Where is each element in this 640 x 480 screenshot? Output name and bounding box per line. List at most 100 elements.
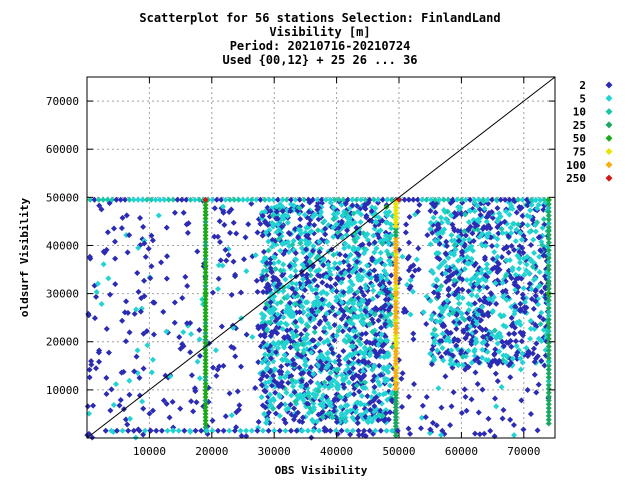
data-point	[163, 224, 170, 231]
data-point	[148, 369, 155, 376]
data-point	[124, 421, 131, 428]
data-point	[141, 277, 148, 284]
data-point	[399, 403, 406, 410]
data-point	[104, 229, 111, 236]
data-point	[369, 377, 376, 384]
data-point	[202, 276, 209, 283]
data-point	[509, 355, 516, 362]
data-point	[545, 401, 552, 408]
data-point	[176, 334, 183, 341]
legend-label: 50	[573, 132, 586, 145]
x-tick-label: 10000	[133, 445, 166, 458]
data-point	[392, 379, 399, 386]
data-point	[363, 212, 370, 219]
data-point	[485, 212, 492, 219]
data-point	[323, 290, 330, 297]
data-point	[434, 230, 441, 237]
data-point	[117, 397, 124, 404]
data-point	[392, 344, 399, 351]
data-point	[407, 311, 414, 318]
data-point	[478, 266, 485, 273]
data-point	[141, 293, 148, 300]
data-point	[103, 391, 110, 398]
data-point	[318, 366, 325, 373]
data-point	[382, 296, 389, 303]
data-point	[436, 240, 443, 247]
data-point	[316, 249, 323, 256]
data-point	[279, 383, 286, 390]
data-point	[240, 196, 246, 203]
data-point	[310, 406, 317, 413]
data-point	[352, 333, 359, 340]
data-point	[321, 383, 328, 390]
data-point	[350, 247, 357, 254]
data-point	[487, 234, 494, 241]
data-point	[545, 278, 552, 285]
data-point	[445, 334, 452, 341]
data-point	[446, 267, 453, 274]
data-point	[392, 370, 399, 377]
data-point	[459, 286, 466, 293]
data-point	[141, 240, 148, 247]
data-point	[93, 365, 100, 372]
data-point	[150, 331, 157, 338]
data-point	[463, 277, 470, 284]
data-point	[353, 202, 360, 209]
legend-label: 10	[573, 106, 586, 119]
data-point	[377, 336, 384, 343]
data-point	[392, 269, 399, 276]
data-point	[486, 269, 493, 276]
data-point	[350, 305, 357, 312]
data-point	[545, 224, 552, 231]
data-point	[379, 412, 386, 419]
data-point	[331, 196, 338, 203]
data-point	[275, 288, 282, 295]
data-point	[433, 422, 440, 429]
data-point	[460, 328, 467, 335]
data-point	[445, 286, 452, 293]
data-point	[392, 385, 399, 392]
data-point	[110, 401, 117, 408]
data-point	[297, 316, 304, 323]
data-point	[202, 350, 209, 357]
data-point	[392, 207, 399, 214]
data-point	[336, 323, 343, 330]
data-point	[460, 236, 467, 243]
data-point	[257, 196, 264, 203]
data-point	[357, 230, 364, 237]
data-point	[202, 397, 209, 404]
data-point	[392, 204, 399, 211]
data-point	[534, 205, 541, 212]
data-point	[431, 340, 438, 347]
data-point	[267, 208, 274, 215]
data-point	[486, 300, 493, 307]
data-point	[279, 214, 286, 221]
data-point	[344, 196, 351, 203]
data-point	[368, 418, 375, 425]
data-point	[378, 324, 385, 331]
data-point	[100, 196, 107, 203]
data-point	[492, 280, 499, 287]
data-point	[150, 299, 157, 306]
data-point	[299, 414, 306, 421]
data-point	[499, 279, 506, 286]
data-point	[261, 322, 268, 329]
data-point	[214, 233, 221, 240]
data-point	[270, 395, 277, 402]
data-point	[136, 427, 143, 434]
data-point	[309, 247, 316, 254]
data-point	[336, 196, 343, 203]
data-point	[526, 270, 533, 277]
legend-marker	[605, 108, 613, 116]
data-point	[360, 350, 367, 357]
data-point	[271, 327, 278, 334]
data-point	[500, 406, 507, 413]
data-point	[126, 329, 133, 336]
data-point	[374, 352, 381, 359]
data-point	[469, 230, 476, 237]
data-point	[477, 317, 484, 324]
data-point	[362, 330, 369, 337]
data-point	[258, 310, 265, 317]
data-point	[458, 347, 465, 354]
data-point	[423, 393, 430, 400]
